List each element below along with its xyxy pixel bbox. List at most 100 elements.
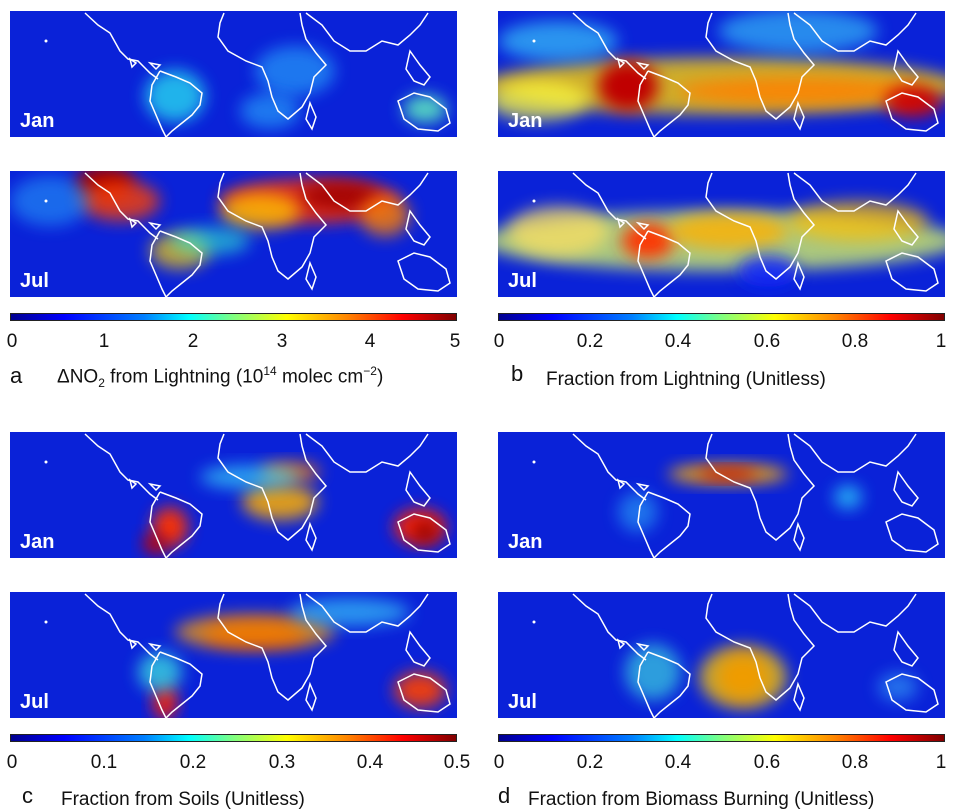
- map-image: [10, 592, 457, 718]
- coastline: [637, 651, 655, 718]
- colorbar-tick: 0.8: [841, 331, 869, 352]
- coastline: [616, 217, 626, 229]
- map-image: [10, 171, 457, 297]
- coastline: [217, 172, 328, 280]
- colorbar-tick: 2: [187, 331, 199, 352]
- coastline: [793, 172, 917, 212]
- coastline: [705, 172, 816, 280]
- coastline: [159, 230, 203, 297]
- colorbar-tick: 0.4: [664, 331, 692, 352]
- coastline: [149, 651, 167, 718]
- coastline: [793, 521, 805, 552]
- coastline: [637, 491, 655, 558]
- colorbar-tick: 0.4: [356, 752, 384, 773]
- heat-region: [10, 176, 90, 226]
- map-image: [498, 11, 945, 137]
- map-image: [498, 171, 945, 297]
- heat-region: [138, 652, 182, 692]
- coastline: [128, 57, 138, 69]
- heat-region: [718, 11, 878, 53]
- map-image: [498, 432, 945, 558]
- coastline: [793, 433, 917, 473]
- coastline: [635, 221, 650, 231]
- coastline: [616, 638, 626, 650]
- heat-region: [220, 193, 300, 229]
- season-label: Jan: [20, 531, 55, 553]
- coastline: [305, 260, 317, 291]
- coastline: [705, 433, 816, 541]
- island-dot: [44, 620, 48, 624]
- season-label: Jul: [20, 691, 49, 713]
- season-label: Jan: [20, 110, 55, 132]
- coastline: [149, 70, 167, 137]
- map-c-jan: Jan: [10, 432, 457, 558]
- heat-region: [598, 61, 658, 111]
- coastline: [159, 491, 203, 558]
- colorbar-tick: 1: [935, 331, 947, 352]
- coastline: [397, 513, 451, 553]
- coastline: [793, 12, 917, 52]
- island-dot: [532, 460, 536, 464]
- heat-region: [80, 181, 160, 221]
- coastline: [405, 470, 431, 507]
- colorbar-tick: 1: [98, 331, 110, 352]
- coastline: [217, 12, 328, 120]
- island-dot: [532, 620, 536, 624]
- coastline: [647, 70, 691, 137]
- colorbar-tick: 4: [364, 331, 376, 352]
- colorbar-d: [498, 734, 945, 742]
- colorbar-tick: 3: [276, 331, 288, 352]
- coastline: [647, 651, 691, 718]
- coastline: [637, 70, 655, 137]
- coastline: [572, 433, 647, 501]
- island-dot: [44, 460, 48, 464]
- coastline: [705, 12, 816, 120]
- coastline: [893, 630, 919, 667]
- panel-caption: ΔNO2 from Lightning (1014 molec cm−2): [57, 364, 384, 391]
- coastline: [149, 230, 167, 297]
- coastline: [305, 521, 317, 552]
- coastline: [159, 70, 203, 137]
- heat-region: [878, 673, 918, 701]
- map-b-jan: Jan: [498, 11, 945, 137]
- colorbar-a: [10, 313, 457, 321]
- panel-letter: d: [498, 783, 511, 808]
- island-dot: [532, 39, 536, 43]
- season-label: Jul: [508, 691, 537, 713]
- coastline: [147, 642, 162, 652]
- coastline: [128, 478, 138, 490]
- coastline: [84, 433, 159, 501]
- coastline: [616, 57, 626, 69]
- coastline: [397, 92, 451, 132]
- coastline: [705, 593, 816, 701]
- coastline: [405, 630, 431, 667]
- heat-region: [255, 46, 335, 96]
- coastline: [305, 172, 429, 212]
- panel-letter: c: [22, 783, 33, 808]
- coastline: [885, 513, 939, 553]
- coastline: [647, 491, 691, 558]
- colorbar-tick: 0: [6, 752, 18, 773]
- heat-region: [360, 196, 410, 236]
- map-image: [10, 432, 457, 558]
- coastline: [635, 482, 650, 492]
- coastline: [305, 100, 317, 131]
- heat-region: [153, 684, 177, 718]
- coastline: [147, 61, 162, 71]
- coastline: [305, 433, 429, 473]
- heat-region: [498, 21, 618, 61]
- colorbar-tick: 0.2: [576, 752, 604, 773]
- map-a-jan: Jan: [10, 11, 457, 137]
- map-c-jul: Jul: [10, 592, 457, 718]
- coastline: [147, 221, 162, 231]
- island-dot: [44, 199, 48, 203]
- coastline: [793, 260, 805, 291]
- panel-letter: b: [511, 361, 524, 386]
- coastline: [397, 673, 451, 713]
- panel-caption: Fraction from Biomass Burning (Unitless): [528, 789, 875, 810]
- colorbar-tick: 0.8: [841, 752, 869, 773]
- coastline: [893, 49, 919, 86]
- coastline: [635, 642, 650, 652]
- heat-region: [394, 672, 446, 708]
- heat-region: [699, 645, 787, 709]
